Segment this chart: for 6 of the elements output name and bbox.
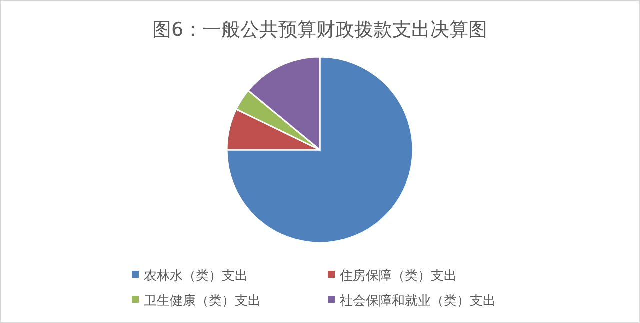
legend-label: 社会保障和就业（类）支出 <box>340 294 496 309</box>
legend-label: 农林水（类）支出 <box>144 269 248 284</box>
pie-slice <box>226 56 414 244</box>
chart-title: 图6：一般公共预算财政拨款支出决算图 <box>152 19 488 41</box>
legend-label: 卫生健康（类）支出 <box>144 294 261 309</box>
legend-label: 住房保障（类）支出 <box>339 268 457 284</box>
